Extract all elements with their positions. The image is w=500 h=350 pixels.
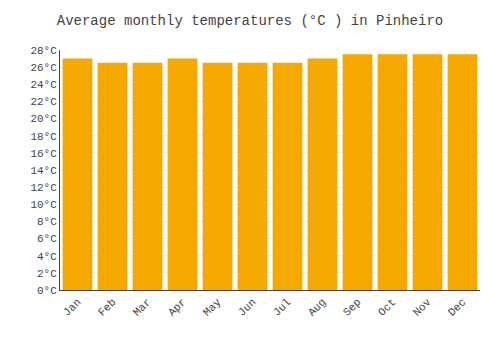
- svg-text:Jan: Jan: [61, 296, 83, 318]
- svg-text:4°C: 4°C: [37, 251, 57, 263]
- svg-text:Average monthly temperatures (: Average monthly temperatures (°C ) in Pi…: [57, 13, 443, 29]
- svg-text:Mar: Mar: [131, 296, 153, 318]
- svg-text:Apr: Apr: [166, 296, 188, 318]
- svg-text:26°C: 26°C: [30, 62, 57, 74]
- svg-text:2°C: 2°C: [37, 268, 57, 280]
- svg-text:Feb: Feb: [96, 296, 118, 318]
- svg-text:12°C: 12°C: [30, 182, 57, 194]
- svg-text:16°C: 16°C: [30, 148, 57, 160]
- svg-text:Nov: Nov: [411, 296, 434, 319]
- svg-text:6°C: 6°C: [37, 233, 57, 245]
- svg-text:Oct: Oct: [376, 296, 398, 318]
- svg-text:Dec: Dec: [446, 296, 468, 318]
- svg-text:Aug: Aug: [306, 296, 328, 318]
- svg-text:20°C: 20°C: [30, 113, 57, 125]
- svg-text:28°C: 28°C: [30, 45, 57, 57]
- svg-text:Jun: Jun: [236, 296, 258, 318]
- svg-text:Jul: Jul: [271, 296, 293, 318]
- svg-text:22°C: 22°C: [30, 96, 57, 108]
- svg-text:8°C: 8°C: [37, 216, 57, 228]
- svg-text:10°C: 10°C: [30, 199, 57, 211]
- svg-text:0°C: 0°C: [37, 285, 57, 297]
- svg-text:18°C: 18°C: [30, 131, 57, 143]
- svg-text:14°C: 14°C: [30, 165, 57, 177]
- svg-text:24°C: 24°C: [30, 79, 57, 91]
- svg-text:May: May: [201, 296, 224, 319]
- svg-text:Sep: Sep: [341, 296, 363, 318]
